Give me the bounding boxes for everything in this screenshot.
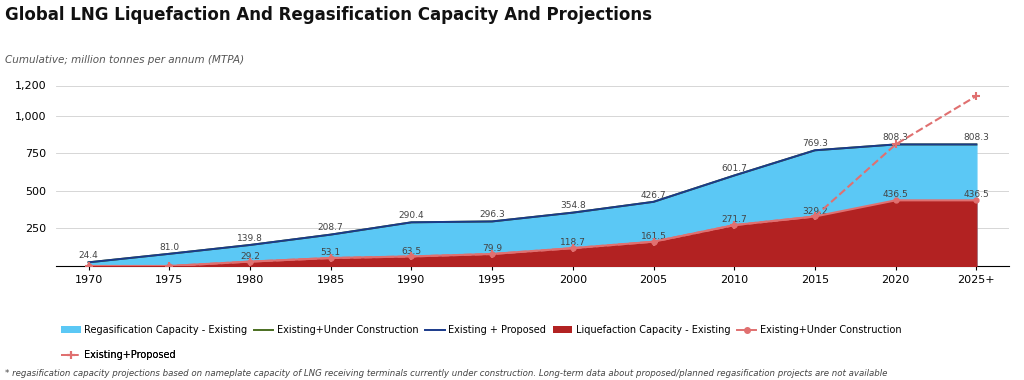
Text: 24.4: 24.4 bbox=[79, 251, 98, 260]
Text: Cumulative; million tonnes per annum (MTPA): Cumulative; million tonnes per annum (MT… bbox=[5, 55, 245, 65]
Text: 161.5: 161.5 bbox=[641, 232, 667, 241]
Text: * regasification capacity projections based on nameplate capacity of LNG receivi: * regasification capacity projections ba… bbox=[5, 369, 888, 378]
Text: 271.7: 271.7 bbox=[721, 215, 748, 224]
Text: 29.2: 29.2 bbox=[240, 252, 260, 261]
Text: 53.1: 53.1 bbox=[321, 248, 341, 257]
Text: 436.5: 436.5 bbox=[883, 190, 908, 200]
Text: 139.8: 139.8 bbox=[238, 234, 263, 243]
Text: 208.7: 208.7 bbox=[317, 223, 344, 232]
Text: 601.7: 601.7 bbox=[721, 164, 748, 173]
Text: Global LNG Liquefaction And Regasification Capacity And Projections: Global LNG Liquefaction And Regasificati… bbox=[5, 6, 652, 24]
Text: 79.9: 79.9 bbox=[482, 244, 502, 253]
Text: 290.4: 290.4 bbox=[398, 211, 424, 220]
Text: 354.8: 354.8 bbox=[560, 201, 586, 211]
Text: 426.7: 426.7 bbox=[641, 190, 667, 200]
Text: 118.7: 118.7 bbox=[560, 238, 586, 247]
Text: 808.3: 808.3 bbox=[964, 133, 989, 142]
Text: 808.3: 808.3 bbox=[883, 133, 908, 142]
Text: 296.3: 296.3 bbox=[479, 210, 505, 219]
Text: 63.5: 63.5 bbox=[401, 247, 422, 255]
Text: 81.0: 81.0 bbox=[160, 242, 179, 252]
Text: 769.3: 769.3 bbox=[802, 139, 827, 148]
Text: 329.2: 329.2 bbox=[802, 207, 827, 215]
Legend: Existing+Proposed: Existing+Proposed bbox=[61, 350, 176, 360]
Text: 436.5: 436.5 bbox=[964, 190, 989, 200]
